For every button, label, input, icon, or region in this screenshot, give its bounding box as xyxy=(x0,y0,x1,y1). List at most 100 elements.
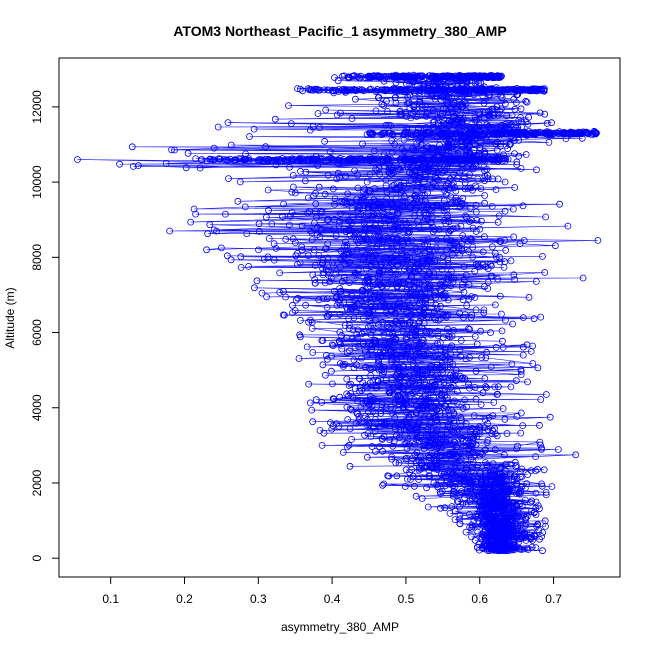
data-point xyxy=(514,442,521,450)
data-point xyxy=(346,258,353,266)
data-point xyxy=(536,421,543,429)
data-point xyxy=(361,185,368,193)
data-point xyxy=(496,258,504,266)
data-point xyxy=(416,318,424,325)
data-point xyxy=(245,262,253,270)
data-point xyxy=(337,109,344,117)
data-point xyxy=(410,89,418,97)
data-point xyxy=(435,226,443,233)
data-point xyxy=(411,107,418,115)
data-point xyxy=(502,246,510,254)
data-point xyxy=(513,158,521,166)
data-point xyxy=(309,418,317,426)
data-point xyxy=(354,171,362,179)
data-point xyxy=(336,393,344,401)
data-point xyxy=(366,171,374,178)
data-point xyxy=(445,129,453,137)
data-point xyxy=(385,472,393,480)
data-point xyxy=(404,297,412,305)
data-point xyxy=(335,222,343,230)
data-point xyxy=(320,295,327,303)
data-point xyxy=(518,118,525,126)
data-point xyxy=(328,425,336,433)
data-point xyxy=(409,145,416,153)
data-point xyxy=(323,295,331,303)
data-point xyxy=(323,303,331,311)
data-point xyxy=(407,475,414,483)
data-point xyxy=(520,236,528,244)
data-point xyxy=(328,259,336,267)
data-point xyxy=(437,463,445,471)
y-tick-label: 0 xyxy=(30,555,44,562)
data-point xyxy=(276,269,284,277)
data-point xyxy=(433,201,441,209)
data-point xyxy=(480,233,488,241)
data-point xyxy=(378,297,386,305)
data-point xyxy=(380,77,388,85)
data-point xyxy=(494,111,502,119)
data-point xyxy=(240,156,248,164)
data-point xyxy=(480,499,487,507)
data-point xyxy=(517,164,525,172)
data-point xyxy=(463,302,471,309)
data-point xyxy=(435,374,443,382)
data-point xyxy=(392,395,400,403)
data-point xyxy=(413,436,421,444)
data-point xyxy=(477,185,485,193)
data-point xyxy=(354,410,362,417)
data-point xyxy=(486,489,493,497)
data-point xyxy=(493,103,501,111)
data-point xyxy=(482,446,490,454)
data-point xyxy=(453,224,461,232)
data-point xyxy=(459,404,467,412)
data-point xyxy=(468,216,475,224)
data-point xyxy=(402,108,410,116)
x-tick-label: 0.7 xyxy=(545,592,562,606)
data-point xyxy=(449,492,457,500)
data-point xyxy=(379,352,387,360)
data-point xyxy=(492,186,500,194)
data-point xyxy=(436,161,444,169)
data-point xyxy=(473,463,481,471)
data-point xyxy=(425,256,433,264)
data-point xyxy=(424,350,432,358)
data-point xyxy=(427,389,435,396)
data-point xyxy=(258,289,266,297)
data-point xyxy=(502,545,510,552)
data-point xyxy=(472,201,480,209)
data-point xyxy=(456,479,464,487)
data-point xyxy=(484,107,492,115)
data-point xyxy=(392,214,400,222)
data-point xyxy=(466,204,474,212)
data-point xyxy=(515,538,522,546)
data-point xyxy=(451,371,459,379)
data-point xyxy=(424,503,432,511)
data-point xyxy=(491,383,499,391)
data-point xyxy=(465,149,472,157)
data-point xyxy=(491,430,499,438)
data-point xyxy=(428,419,435,427)
data-point xyxy=(403,88,410,96)
data-point xyxy=(390,437,398,445)
data-point xyxy=(350,364,358,372)
data-point xyxy=(308,236,316,244)
data-point xyxy=(437,444,445,452)
data-point xyxy=(380,419,388,427)
data-point xyxy=(398,162,406,170)
data-point xyxy=(523,98,531,106)
data-point xyxy=(309,271,317,279)
data-point xyxy=(262,143,270,151)
data-point xyxy=(427,219,435,227)
data-point xyxy=(484,278,492,286)
data-point xyxy=(414,260,422,268)
data-point xyxy=(427,91,435,99)
data-point xyxy=(408,378,416,385)
data-point xyxy=(375,240,382,248)
data-point xyxy=(493,73,500,81)
data-point xyxy=(465,162,472,170)
data-point xyxy=(393,205,401,213)
data-point xyxy=(528,497,536,505)
data-point xyxy=(434,332,442,340)
data-point xyxy=(411,212,418,220)
data-point xyxy=(484,547,492,554)
